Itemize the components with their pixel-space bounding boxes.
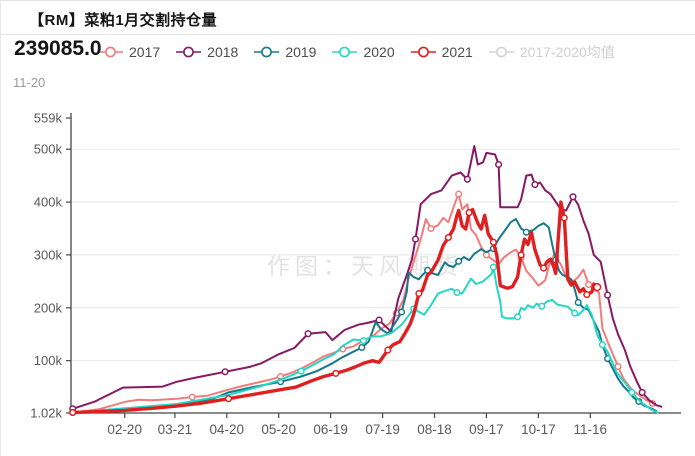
legend-item-2019[interactable]: 2019 — [253, 44, 316, 60]
series-marker-2020 — [538, 302, 546, 310]
series-marker-2018 — [375, 316, 383, 324]
x-tick-label: 10-17 — [521, 422, 556, 437]
series-marker-2017 — [585, 280, 593, 289]
y-tick-label: 300k — [34, 247, 63, 262]
legend-item-2021[interactable]: 2021 — [410, 44, 473, 60]
series-marker-2021 — [583, 291, 591, 299]
chart-legend: 2017 2018 2019 2020 2021 2017-2020均值 — [97, 42, 615, 62]
series-marker-2019 — [358, 343, 366, 352]
y-tick-label: 1.02k — [30, 406, 62, 421]
series-marker-2017 — [455, 190, 463, 198]
page-title: 【RM】菜粕1月交割持仓量 — [29, 12, 218, 29]
legend-marker-icon — [332, 46, 358, 58]
legend-item-label: 2018 — [207, 44, 239, 60]
x-tick-label: 08-18 — [417, 422, 452, 437]
y-tick-label: 200k — [34, 300, 63, 315]
series-line-2021 — [70, 200, 599, 415]
series-marker-2017 — [614, 362, 622, 371]
legend-item-label: 2020 — [363, 44, 395, 60]
legend-item-2018[interactable]: 2018 — [175, 44, 238, 60]
series-marker-2018 — [463, 175, 471, 183]
series-line-2018 — [71, 145, 663, 410]
series-marker-2021 — [465, 209, 473, 217]
series-line-2019 — [71, 218, 658, 414]
series-marker-2018 — [221, 368, 229, 376]
header: 【RM】菜粕1月交割持仓量 — [1, 1, 695, 30]
x-tick-label: 05-20 — [261, 422, 296, 437]
series-marker-2020 — [359, 337, 368, 345]
series-marker-2021 — [560, 214, 568, 222]
series-marker-2021 — [415, 289, 423, 298]
legend-marker-icon — [176, 46, 202, 58]
x-tick-label: 03-21 — [158, 422, 193, 437]
title-separator — [1, 34, 695, 35]
series-marker-2021 — [540, 264, 548, 272]
series-marker-2018 — [531, 181, 539, 189]
series-marker-2020 — [489, 263, 497, 271]
x-tick-label: 11-16 — [574, 422, 608, 437]
series-marker-2017 — [188, 393, 196, 401]
legend-item-2020[interactable]: 2020 — [331, 44, 395, 60]
series-marker-2018 — [604, 291, 612, 299]
series-marker-2020 — [453, 288, 461, 297]
series-marker-2021 — [593, 282, 602, 292]
series-marker-2021 — [489, 238, 497, 246]
series-marker-2018 — [638, 388, 646, 396]
y-tick-label: 400k — [34, 195, 63, 210]
series-marker-2019 — [455, 257, 463, 265]
series-marker-2020 — [628, 388, 636, 396]
series-marker-2021 — [517, 251, 525, 259]
x-tick-label: 09-17 — [469, 422, 504, 437]
series-marker-2021 — [69, 408, 77, 417]
series-marker-2018 — [495, 160, 503, 169]
series-marker-2017 — [427, 224, 435, 233]
series-marker-2018 — [304, 330, 312, 338]
series-last-value: 239085.0 — [14, 37, 102, 60]
series-marker-2021 — [224, 395, 233, 403]
x-tick-label: 02-20 — [107, 422, 142, 437]
series-marker-2021 — [444, 233, 452, 242]
legend-marker-icon — [410, 46, 436, 58]
legend-item-label: 2017 — [129, 44, 161, 60]
series-marker-2020 — [598, 341, 606, 349]
legend-item-label: 2021 — [441, 44, 473, 60]
series-marker-2019 — [522, 228, 530, 236]
y-tick-label: 500k — [34, 142, 63, 157]
series-marker-2021 — [384, 346, 392, 354]
x-tick-label: 07-19 — [365, 422, 400, 437]
legend-marker-icon — [98, 46, 123, 58]
series-marker-2019 — [574, 298, 582, 307]
series-marker-2018 — [411, 235, 420, 243]
series-marker-2020 — [297, 367, 305, 375]
legend-marker-icon — [488, 46, 514, 58]
legend-item-label: 2019 — [285, 44, 317, 60]
series-marker-2020 — [571, 309, 579, 317]
legend-item-2017-2020均值[interactable]: 2017-2020均值 — [488, 42, 615, 62]
y-tick-label: 100k — [34, 353, 63, 368]
legend-item-label: 2017-2020均值 — [519, 44, 615, 60]
series-marker-2019 — [398, 308, 406, 316]
legend-marker-icon — [254, 46, 280, 58]
series-last-date: 11-20 — [13, 75, 46, 90]
series-marker-2021 — [332, 369, 340, 377]
series-marker-2020 — [514, 313, 522, 321]
series-marker-2018 — [569, 193, 577, 201]
legend-item-2017[interactable]: 2017 — [97, 44, 160, 60]
x-tick-label: 06-19 — [313, 422, 348, 437]
x-tick-label: 04-20 — [210, 422, 245, 437]
y-tick-label: 559k — [34, 111, 63, 126]
